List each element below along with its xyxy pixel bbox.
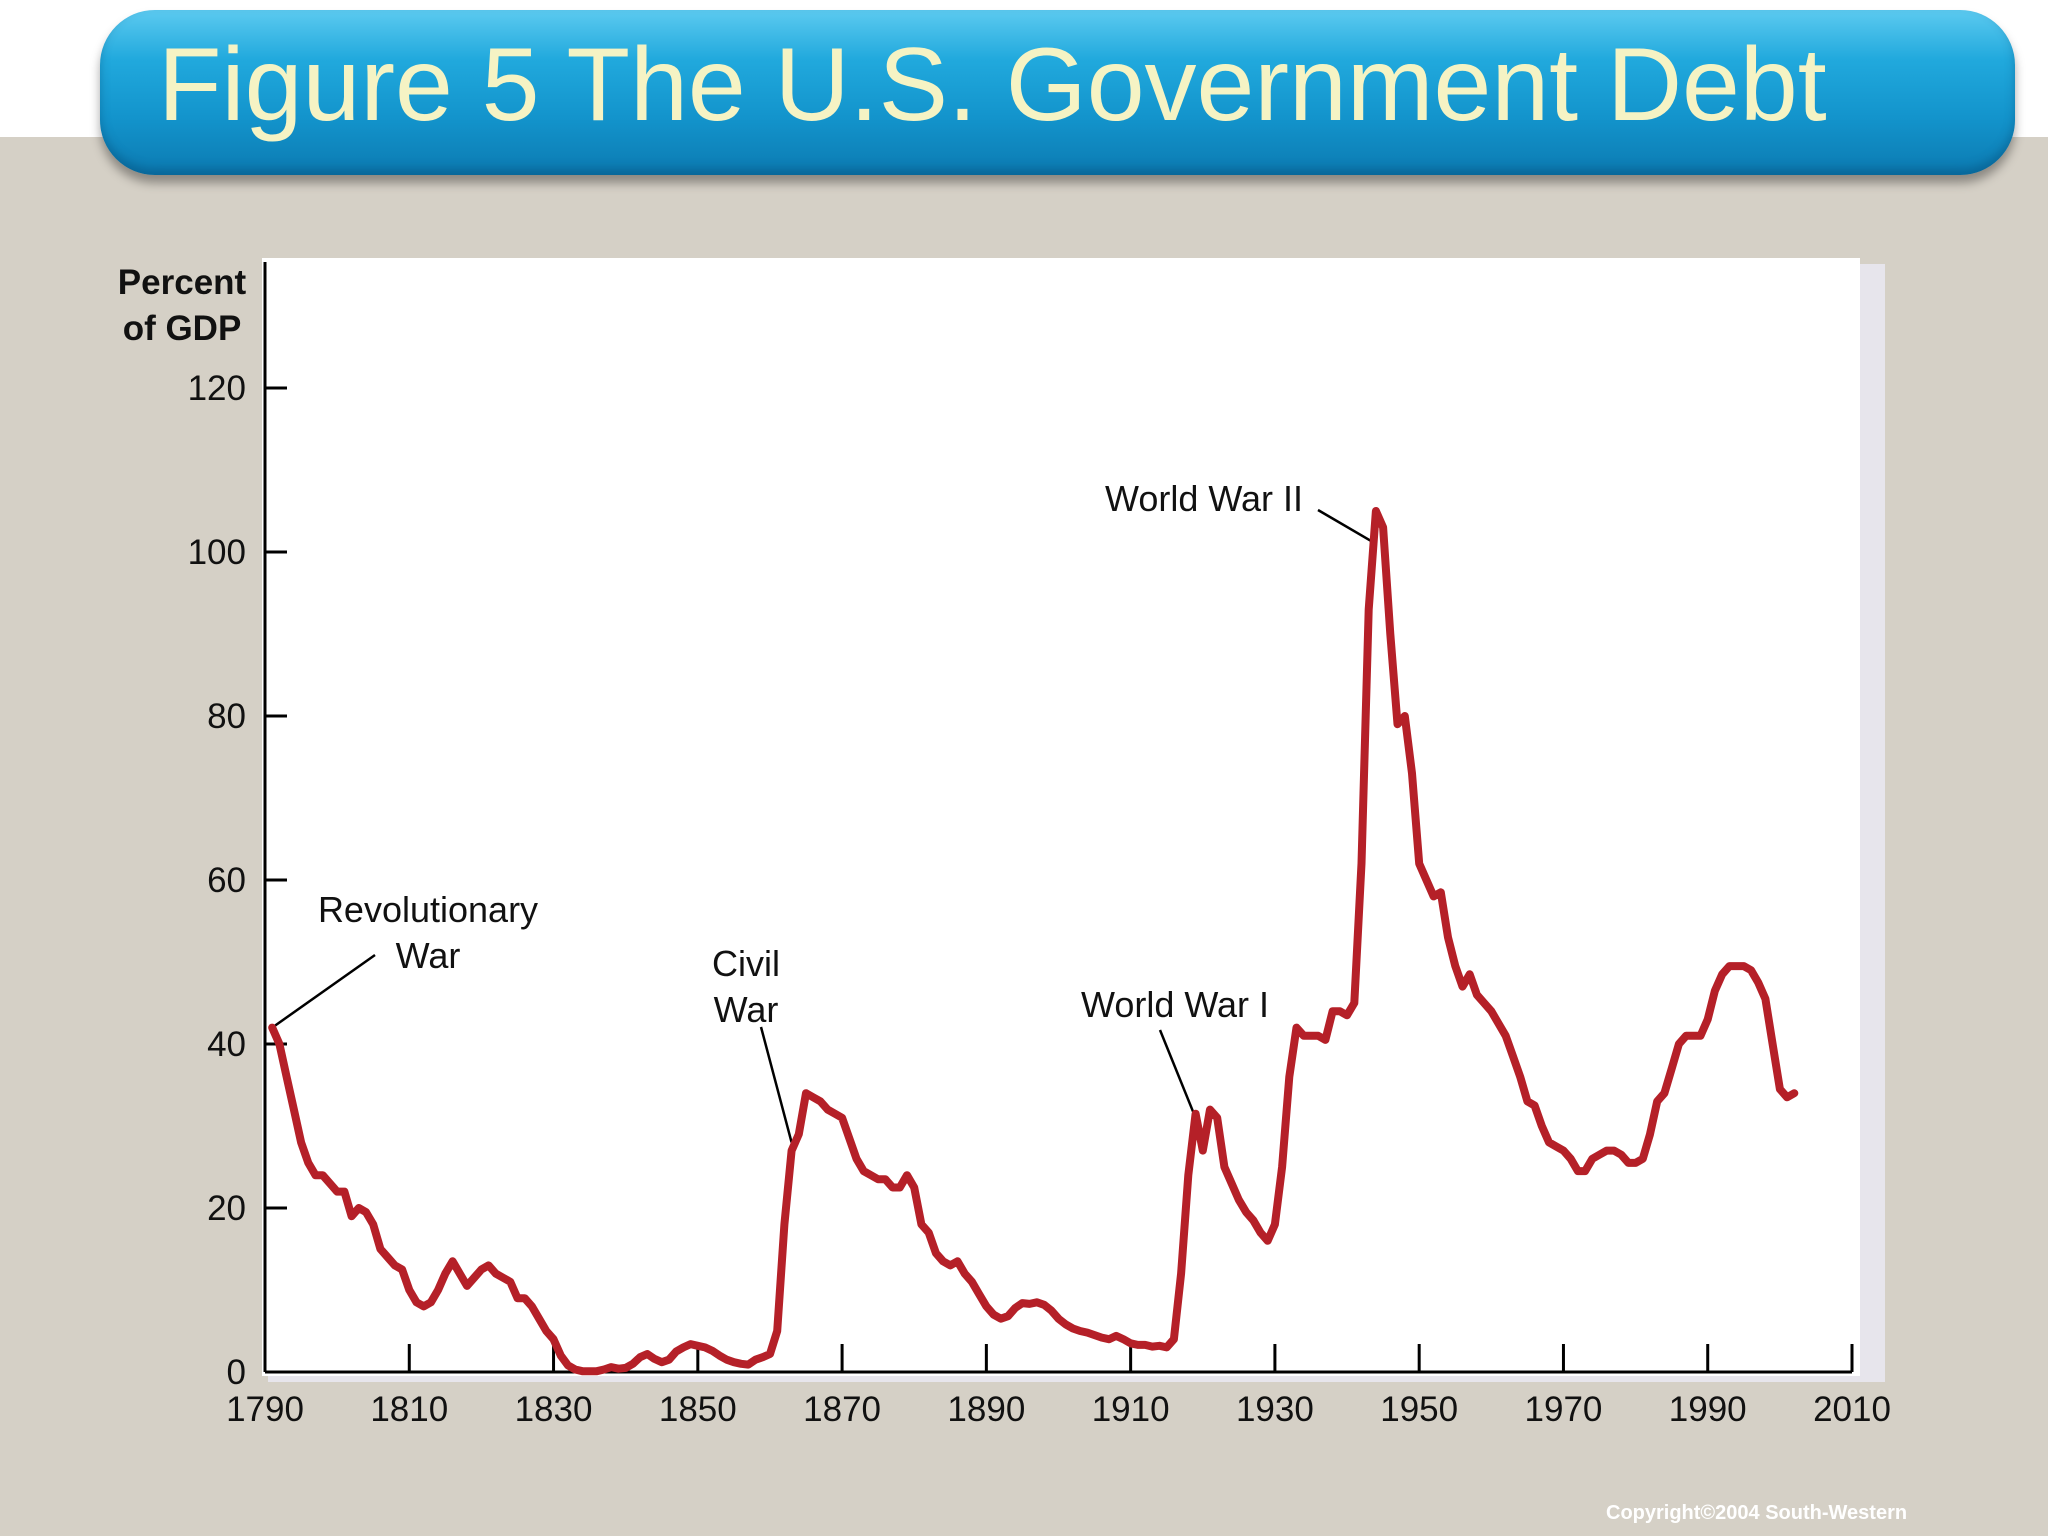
x-tick-label: 1970 — [1525, 1390, 1603, 1429]
y-tick-label: 100 — [188, 533, 246, 572]
annotation-label: War — [714, 989, 779, 1030]
y-tick-label: 80 — [207, 697, 246, 736]
title-bar: Figure 5 The U.S. Government Debt — [100, 10, 2015, 175]
y-tick-label: 40 — [207, 1025, 246, 1064]
x-tick-label: 1930 — [1236, 1390, 1314, 1429]
annotation-leader — [759, 1026, 793, 1143]
chart-panel — [262, 258, 1860, 1376]
x-tick-label: 1950 — [1380, 1390, 1458, 1429]
y-tick-label: 60 — [207, 861, 246, 900]
copyright-notice: Copyright©2004 South-Western — [1606, 1502, 1908, 1524]
y-axis-title: Percent of GDP — [118, 263, 247, 348]
chart-annotations: Revolutionary War Civil War World War I World… — [271, 478, 1377, 1143]
x-tick-label: 1830 — [515, 1390, 593, 1429]
x-tick-label: 1910 — [1092, 1390, 1170, 1429]
x-tick-label: 1870 — [803, 1390, 881, 1429]
y-tick-label: 120 — [188, 369, 246, 408]
y-axis-title-line: of GDP — [123, 309, 242, 348]
annotation-label: World War I — [1081, 984, 1269, 1025]
annotation-leader — [1317, 508, 1377, 545]
x-tick-label: 2010 — [1813, 1390, 1891, 1429]
debt-series-line — [268, 507, 1799, 1376]
annotation-label: World War II — [1105, 478, 1303, 519]
slide-title: Figure 5 The U.S. Government Debt — [158, 27, 1827, 143]
y-tick-label: 0 — [227, 1353, 246, 1392]
annotation-label: Revolutionary — [318, 889, 538, 930]
x-tick-label: 1890 — [947, 1390, 1025, 1429]
y-axis-title-line: Percent — [118, 263, 247, 302]
chart-axes: 0 20 40 60 80 100 120 1790 1810 1830 1850 1870 1890 1… — [188, 262, 1891, 1429]
annotation-label: Civil — [712, 943, 780, 984]
x-tick-label: 1810 — [370, 1390, 448, 1429]
x-tick-label: 1850 — [659, 1390, 737, 1429]
y-tick-label: 20 — [207, 1189, 246, 1228]
x-tick-label: 1790 — [226, 1390, 304, 1429]
x-tick-label: 1990 — [1669, 1390, 1747, 1429]
chart-series — [268, 507, 1799, 1376]
annotation-leader — [1158, 1029, 1197, 1119]
annotation-leader — [271, 953, 376, 1029]
annotation-label: War — [396, 935, 461, 976]
